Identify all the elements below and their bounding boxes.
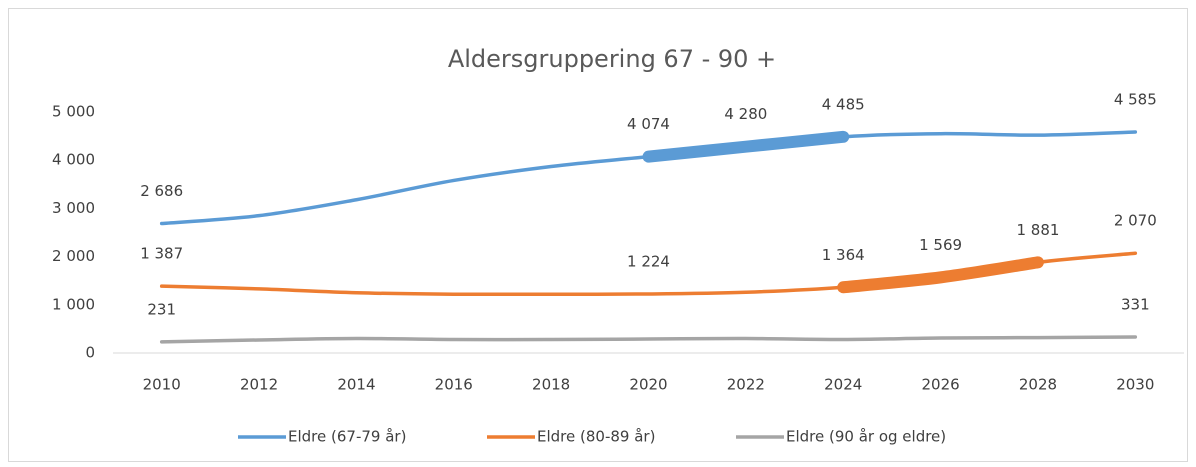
data-label: 2 686 [140,182,183,200]
y-tick-label: 2 000 [52,247,95,265]
x-tick-label: 2010 [143,376,181,394]
data-label: 1 364 [822,246,865,264]
data-label: 4 485 [822,95,865,113]
x-tick-label: 2012 [240,376,278,394]
emphasis-segment [642,130,850,163]
x-tick-label: 2022 [727,376,765,394]
legend-label: Eldre (90 år og eldre) [786,428,946,446]
x-tick-label: 2030 [1116,376,1154,394]
x-tick-label: 2018 [532,376,570,394]
x-tick-label: 2026 [921,376,959,394]
data-label: 1 569 [919,236,962,254]
data-label: 2 070 [1114,212,1157,230]
x-tick-label: 2028 [1019,376,1057,394]
chart-frame [8,8,1188,462]
y-tick-label: 3 000 [52,199,95,217]
data-label: 4 585 [1114,91,1157,109]
emphasis-segment [837,256,1044,294]
y-tick-label: 0 [85,344,95,362]
x-tick-label: 2014 [337,376,375,394]
data-label: 4 280 [724,105,767,123]
x-tick-label: 2020 [629,376,667,394]
y-tick-label: 5 000 [52,103,95,121]
data-label: 1 224 [627,253,670,271]
data-label: 1 387 [140,245,183,263]
data-label: 4 074 [627,115,670,133]
x-tick-label: 2024 [824,376,862,394]
legend-label: Eldre (80-89 år) [537,428,655,446]
chart-title: Aldersgruppering 67 - 90 + [448,45,776,73]
data-label: 331 [1121,296,1150,314]
data-label: 231 [147,300,176,318]
data-label: 1 881 [1016,221,1059,239]
x-tick-label: 2016 [435,376,473,394]
y-tick-label: 4 000 [52,151,95,169]
series-line [159,335,1138,344]
y-tick-label: 1 000 [52,295,95,313]
legend-label: Eldre (67-79 år) [288,428,406,446]
